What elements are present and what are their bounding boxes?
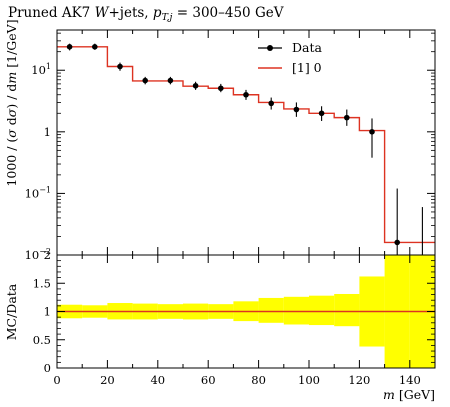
- data-point: [167, 77, 174, 84]
- legend-data-marker: [267, 45, 273, 51]
- data-point: [344, 114, 350, 121]
- main-y-tick-label: 101: [31, 62, 51, 77]
- data-point: [192, 82, 199, 89]
- ratio-y-tick-label: 1: [44, 305, 51, 319]
- x-tick-label: 40: [150, 373, 165, 387]
- ratio-frame: [56, 254, 436, 369]
- legend-data-label: Data: [292, 40, 322, 55]
- main-y-tick-label: 1: [44, 125, 51, 139]
- ratio-band-bin: [283, 296, 309, 325]
- data-point: [66, 44, 73, 50]
- mc-step-histogram: [57, 46, 435, 244]
- x-tick-label: 80: [251, 373, 266, 387]
- data-point: [369, 129, 375, 135]
- data-point: [92, 44, 98, 50]
- chart-title: Pruned AK7 W+jets, pT,j = 300–450 GeV: [8, 5, 284, 23]
- ratio-panel: 00.511.520 20 40 60 80 100 120 140: [33, 248, 436, 387]
- data-point: [218, 85, 224, 92]
- main-series-layer: [57, 43, 435, 255]
- ratio-band-bin: [334, 293, 360, 327]
- ratio-series-layer: [57, 255, 435, 368]
- ratio-y-tick-label: 1.5: [33, 276, 51, 290]
- main-axis-ticks: 10−2 10−1 1 101: [25, 30, 436, 262]
- legend-mc-label: [1] 0: [292, 60, 322, 75]
- data-point: [243, 91, 249, 98]
- data-point: [293, 106, 300, 113]
- x-tick-label: 100: [298, 373, 320, 387]
- main-panel: 10−2 10−1 1 101 Data [1] 0: [25, 29, 436, 262]
- data-point: [318, 110, 325, 117]
- x-axis-label: m [GeV]: [383, 387, 435, 402]
- x-tick-label: 20: [100, 373, 115, 387]
- ratio-y-tick-label: 0.5: [33, 333, 51, 347]
- x-tick-label: 140: [399, 373, 421, 387]
- data-point: [142, 77, 148, 84]
- ratio-band-bin: [309, 295, 335, 326]
- main-frame: [56, 29, 436, 256]
- x-tick-label: 120: [348, 373, 370, 387]
- data-point: [394, 239, 401, 246]
- data-point: [268, 100, 275, 107]
- legend: Data [1] 0: [258, 40, 322, 75]
- ratio-band-bin: [258, 297, 284, 323]
- ratio-y-tick-label: 0: [44, 361, 51, 375]
- ratio-y-axis-label: MC/Data: [4, 283, 19, 340]
- main-y-tick-label: 10−2: [25, 247, 51, 262]
- x-tick-label: 60: [201, 373, 216, 387]
- ratio-y-tick-label: 2: [44, 248, 51, 262]
- x-tick-label: 0: [53, 373, 60, 387]
- main-y-tick-label: 10−1: [25, 185, 51, 200]
- main-y-axis-label: 1000 / (σ dσ) / dm [1/GeV]: [4, 19, 19, 186]
- data-point: [117, 63, 123, 70]
